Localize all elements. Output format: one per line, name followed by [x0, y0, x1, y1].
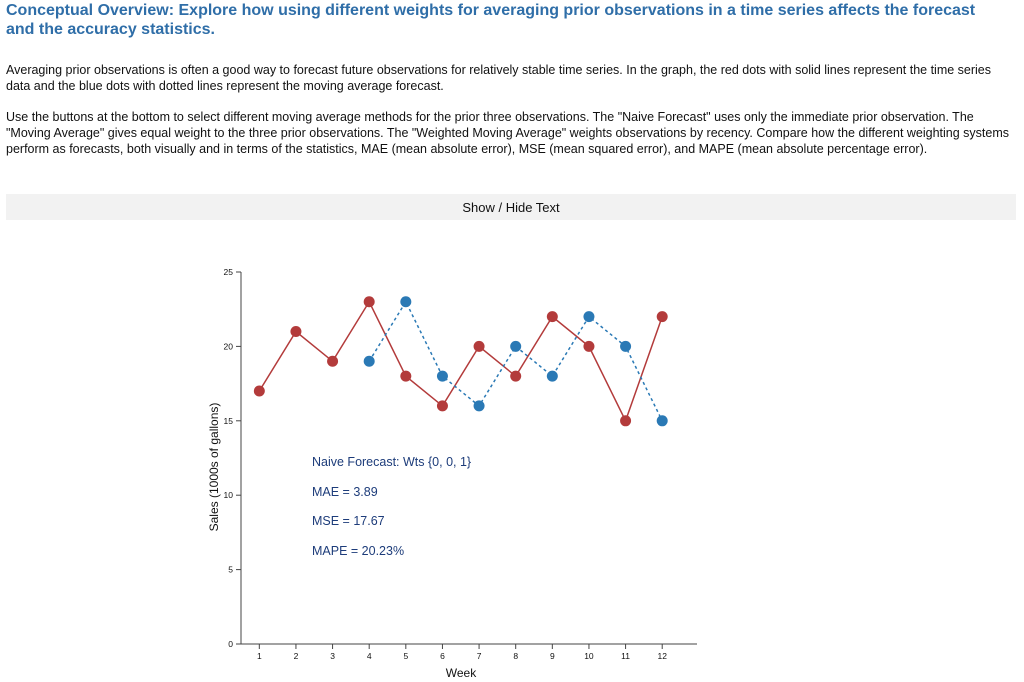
forecast-point-week-8: [510, 340, 522, 352]
actual-point-week-2: [290, 326, 302, 338]
series-points: [253, 296, 668, 427]
x-tick-label: 11: [621, 651, 630, 661]
actual-point-week-12: [656, 311, 668, 323]
y-tick-label: 15: [224, 416, 234, 426]
actual-point-week-6: [436, 400, 448, 412]
forecast-point-week-7: [473, 400, 485, 412]
y-tick-label: 5: [228, 565, 233, 575]
x-tick-label: 12: [657, 651, 667, 661]
actual-point-week-4: [363, 296, 375, 308]
y-axis-title: Sales (1000s of gallons): [207, 403, 221, 532]
series-lines: [258, 300, 663, 423]
y-tick-label: 0: [228, 639, 233, 649]
mse-stat: MSE = 17.67: [312, 514, 385, 528]
mae-stat: MAE = 3.89: [312, 485, 378, 499]
x-tick-label: 8: [513, 651, 518, 661]
mape-stat: MAPE = 20.23%: [312, 544, 404, 558]
intro-paragraph-2: Use the buttons at the bottom to select …: [6, 110, 1010, 156]
x-axis-title: Week: [446, 666, 477, 680]
actual-point-week-8: [510, 370, 522, 382]
forecast-point-week-12: [656, 415, 668, 427]
x-tick-label: 3: [330, 651, 335, 661]
y-tick-label: 25: [224, 267, 234, 277]
y-tick-label: 10: [224, 490, 234, 500]
page-title: Conceptual Overview: Explore how using d…: [6, 2, 976, 38]
forecast-point-week-6: [436, 370, 448, 382]
x-tick-label: 10: [584, 651, 594, 661]
actual-point-week-3: [327, 355, 339, 367]
x-tick-label: 5: [403, 651, 408, 661]
y-tick-label: 20: [224, 341, 234, 351]
forecast-series-line: [368, 300, 663, 422]
x-tick-label: 4: [367, 651, 372, 661]
forecast-point-week-10: [583, 311, 595, 323]
x-tick-label: 9: [550, 651, 555, 661]
actual-point-week-7: [473, 340, 485, 352]
x-tick-label: 7: [477, 651, 482, 661]
x-tick-label: 1: [257, 651, 262, 661]
actual-point-week-10: [583, 340, 595, 352]
x-tick-label: 2: [294, 651, 299, 661]
forecast-method-label: Naive Forecast: Wts {0, 0, 1}: [312, 455, 471, 469]
forecast-point-week-9: [546, 370, 558, 382]
x-tick-label: 6: [440, 651, 445, 661]
actual-point-week-5: [400, 370, 412, 382]
show-hide-text-button[interactable]: Show / Hide Text: [6, 194, 1016, 220]
actual-point-week-9: [546, 311, 558, 323]
forecast-point-week-5: [400, 296, 412, 308]
actual-point-week-1: [253, 385, 265, 397]
actual-point-week-11: [620, 415, 632, 427]
actual-series-line: [258, 300, 663, 423]
forecast-point-week-4: [363, 355, 375, 367]
intro-paragraph-1: Averaging prior observations is often a …: [6, 63, 991, 93]
forecast-point-week-11: [620, 340, 632, 352]
